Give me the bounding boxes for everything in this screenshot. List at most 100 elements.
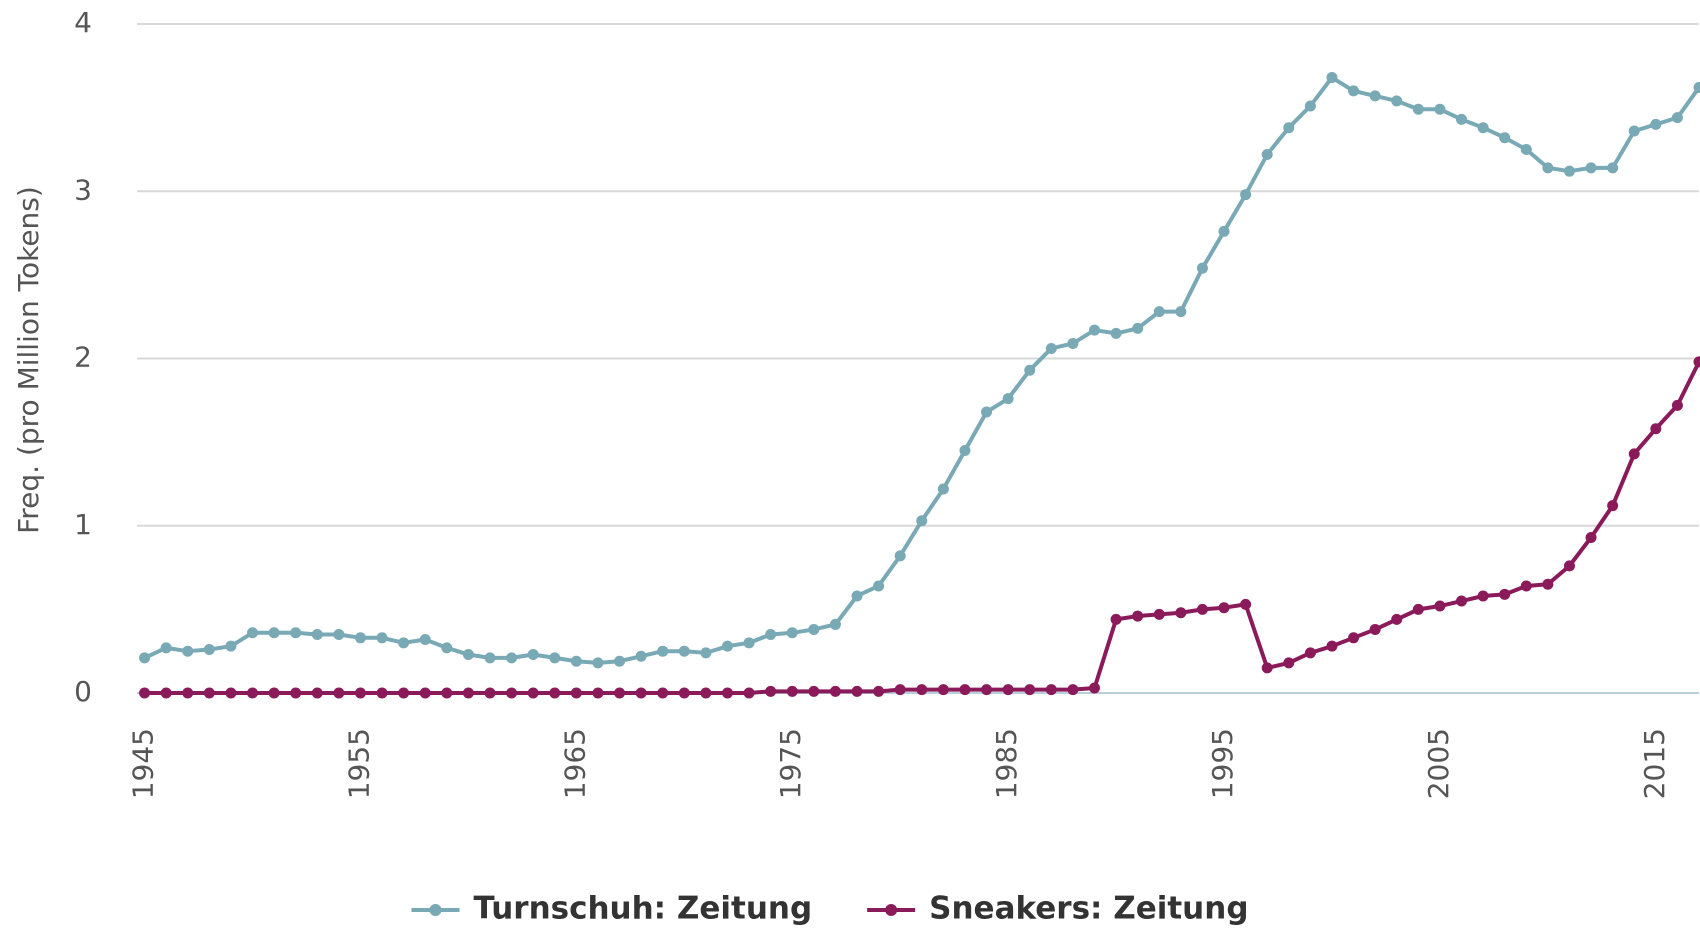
- y-axis-label: Freq. (pro Million Tokens): [12, 186, 45, 534]
- data-point: [203, 644, 215, 656]
- data-point: [1542, 162, 1554, 174]
- x-tick-label: 1965: [558, 728, 591, 799]
- data-point: [700, 687, 712, 699]
- data-point: [743, 637, 755, 649]
- data-point: [1671, 399, 1683, 411]
- data-point: [1175, 607, 1187, 619]
- x-tick-label: 1985: [990, 728, 1023, 799]
- legend-marker: [429, 904, 442, 916]
- data-point: [354, 687, 366, 699]
- data-point: [1002, 393, 1014, 405]
- data-point: [614, 687, 626, 699]
- data-point: [1067, 684, 1079, 696]
- data-point: [916, 515, 928, 527]
- legend-label: Turnschuh: Zeitung: [473, 891, 812, 927]
- data-point: [290, 627, 302, 639]
- data-point: [829, 618, 841, 630]
- data-point: [678, 687, 690, 699]
- data-point: [268, 627, 280, 639]
- data-point: [635, 687, 647, 699]
- data-point: [959, 684, 971, 696]
- data-point: [657, 645, 669, 657]
- x-tick-label: 2005: [1422, 728, 1455, 799]
- data-point: [1024, 364, 1036, 376]
- data-point: [765, 628, 777, 640]
- data-point: [1088, 682, 1100, 694]
- data-point: [1563, 560, 1575, 572]
- legend-label: Sneakers: Zeitung: [929, 891, 1248, 927]
- data-point: [570, 655, 582, 667]
- data-point: [592, 687, 604, 699]
- data-point: [1456, 113, 1468, 125]
- series-line: [144, 360, 1700, 695]
- data-point: [376, 632, 388, 644]
- data-point: [182, 687, 194, 699]
- data-point: [506, 687, 518, 699]
- data-point: [139, 687, 151, 699]
- data-point: [981, 684, 993, 696]
- data-point: [398, 687, 410, 699]
- x-tick-label: 1975: [774, 728, 807, 799]
- data-point: [1671, 112, 1683, 124]
- data-point: [937, 483, 949, 495]
- data-point: [700, 647, 712, 659]
- data-point: [808, 685, 820, 697]
- data-point: [786, 627, 798, 639]
- data-point: [139, 652, 151, 664]
- data-point: [1585, 531, 1597, 543]
- data-point: [1045, 684, 1057, 696]
- data-point: [937, 684, 949, 696]
- data-point: [894, 550, 906, 562]
- data-point: [1240, 598, 1252, 610]
- data-point: [290, 687, 302, 699]
- data-point: [657, 687, 669, 699]
- data-point: [1607, 500, 1619, 512]
- data-point: [614, 655, 626, 667]
- data-point: [182, 645, 194, 657]
- data-point: [1369, 623, 1381, 635]
- data-point: [1110, 613, 1122, 625]
- data-point: [959, 444, 971, 456]
- x-tick-label: 1955: [342, 728, 375, 799]
- data-point: [1283, 122, 1295, 134]
- data-point: [1456, 595, 1468, 607]
- data-point: [1585, 162, 1597, 174]
- data-point: [1024, 684, 1036, 696]
- data-point: [376, 687, 388, 699]
- y-tick-label: 2: [74, 341, 92, 374]
- data-point: [484, 687, 496, 699]
- data-point: [1434, 600, 1446, 612]
- y-tick-label: 3: [74, 173, 92, 206]
- data-point: [765, 685, 777, 697]
- data-point: [268, 687, 280, 699]
- data-point: [635, 650, 647, 662]
- x-tick-label: 1945: [127, 728, 160, 799]
- data-point: [1304, 647, 1316, 659]
- data-point: [1499, 588, 1511, 600]
- data-point: [1002, 684, 1014, 696]
- data-point: [354, 632, 366, 644]
- data-point: [462, 687, 474, 699]
- data-point: [1348, 85, 1360, 97]
- data-point: [1261, 148, 1273, 160]
- data-point: [786, 685, 798, 697]
- data-point: [1218, 602, 1230, 614]
- data-point: [1434, 103, 1446, 115]
- data-point: [549, 687, 561, 699]
- data-point: [1218, 225, 1230, 237]
- data-point: [721, 640, 733, 652]
- data-point: [1369, 90, 1381, 102]
- data-point: [1693, 356, 1700, 368]
- data-point: [1261, 662, 1273, 674]
- data-point: [549, 652, 561, 664]
- data-point: [1650, 423, 1662, 435]
- data-point: [506, 652, 518, 664]
- data-point: [1348, 632, 1360, 644]
- data-point: [1628, 448, 1640, 460]
- data-point: [1477, 122, 1489, 134]
- y-tick-label: 4: [74, 6, 92, 39]
- data-point: [1304, 100, 1316, 112]
- data-point: [1196, 603, 1208, 615]
- data-point: [225, 687, 237, 699]
